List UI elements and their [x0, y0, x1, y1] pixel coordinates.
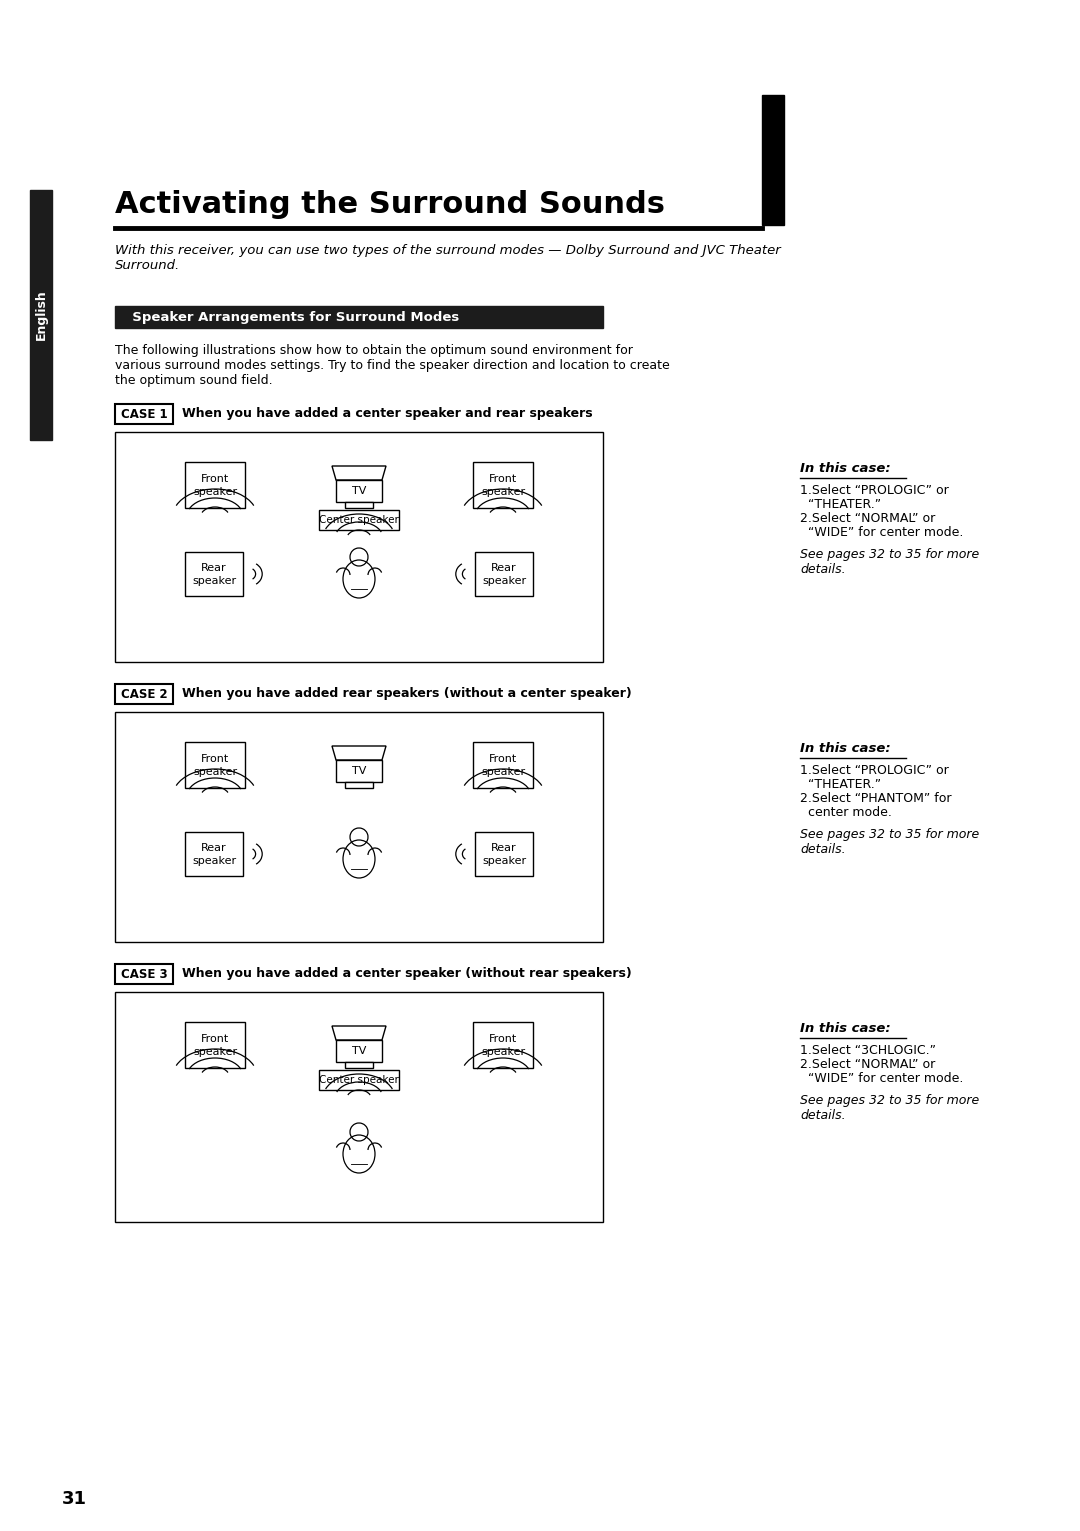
Text: See pages 32 to 35 for more
details.: See pages 32 to 35 for more details.: [800, 828, 980, 856]
Text: Rear: Rear: [491, 844, 517, 853]
Bar: [473, 1023, 534, 1069]
Text: 31: 31: [62, 1490, 87, 1508]
Text: Activating the Surround Sounds: Activating the Surround Sounds: [114, 190, 665, 219]
Bar: [114, 965, 173, 984]
Text: Front: Front: [489, 1033, 517, 1044]
Text: When you have added a center speaker (without rear speakers): When you have added a center speaker (wi…: [183, 968, 632, 980]
Bar: [114, 684, 173, 704]
Text: Front: Front: [201, 1033, 229, 1044]
Bar: [336, 481, 382, 502]
Polygon shape: [332, 1026, 386, 1040]
Text: Front: Front: [201, 753, 229, 764]
Text: 2.Select “PHANTOM” for: 2.Select “PHANTOM” for: [800, 792, 951, 805]
Bar: [319, 1070, 399, 1090]
Text: When you have added rear speakers (without a center speaker): When you have added rear speakers (witho…: [183, 687, 632, 701]
Bar: [473, 743, 534, 788]
Bar: [319, 510, 399, 530]
Bar: [336, 759, 382, 782]
Bar: [114, 432, 603, 661]
Text: English: English: [35, 289, 48, 340]
Bar: [345, 1063, 373, 1069]
Text: speaker: speaker: [482, 576, 526, 586]
Text: 1.Select “PROLOGIC” or: 1.Select “PROLOGIC” or: [800, 764, 948, 778]
Text: speaker: speaker: [193, 767, 238, 778]
Text: center mode.: center mode.: [800, 805, 892, 819]
Bar: [114, 404, 173, 424]
Bar: [185, 462, 245, 508]
Text: speaker: speaker: [193, 487, 238, 498]
Text: In this case:: In this case:: [800, 1023, 891, 1035]
Bar: [336, 1040, 382, 1063]
Text: 1.Select “PROLOGIC” or: 1.Select “PROLOGIC” or: [800, 484, 948, 498]
Text: CASE 2: CASE 2: [121, 687, 167, 701]
Bar: [114, 992, 603, 1222]
Text: speaker: speaker: [482, 856, 526, 867]
Text: 2.Select “NORMAL” or: 2.Select “NORMAL” or: [800, 1058, 935, 1072]
Bar: [345, 502, 373, 508]
Text: Rear: Rear: [201, 563, 227, 573]
Text: speaker: speaker: [481, 487, 525, 498]
Text: Front: Front: [201, 475, 229, 484]
Text: speaker: speaker: [192, 576, 237, 586]
Text: Center speaker: Center speaker: [319, 514, 399, 525]
Text: Front: Front: [489, 475, 517, 484]
Bar: [762, 95, 784, 225]
Text: When you have added a center speaker and rear speakers: When you have added a center speaker and…: [183, 407, 593, 421]
Text: TV: TV: [352, 485, 366, 496]
Text: speaker: speaker: [193, 1047, 238, 1056]
Text: Front: Front: [489, 753, 517, 764]
Text: The following illustrations show how to obtain the optimum sound environment for: The following illustrations show how to …: [114, 344, 670, 387]
Polygon shape: [332, 746, 386, 759]
Text: See pages 32 to 35 for more
details.: See pages 32 to 35 for more details.: [800, 548, 980, 576]
Text: speaker: speaker: [481, 767, 525, 778]
Bar: [473, 462, 534, 508]
Bar: [185, 743, 245, 788]
Text: In this case:: In this case:: [800, 462, 891, 475]
Text: CASE 3: CASE 3: [121, 968, 167, 980]
Text: 1.Select “3CHLOGIC.”: 1.Select “3CHLOGIC.”: [800, 1044, 936, 1056]
Text: “WIDE” for center mode.: “WIDE” for center mode.: [800, 527, 963, 539]
Bar: [475, 831, 534, 876]
Bar: [114, 712, 603, 942]
Bar: [185, 553, 243, 596]
Text: See pages 32 to 35 for more
details.: See pages 32 to 35 for more details.: [800, 1095, 980, 1122]
Text: TV: TV: [352, 1046, 366, 1056]
Text: Rear: Rear: [491, 563, 517, 573]
Polygon shape: [332, 465, 386, 481]
Text: Speaker Arrangements for Surround Modes: Speaker Arrangements for Surround Modes: [123, 311, 459, 323]
Text: “THEATER.”: “THEATER.”: [800, 778, 881, 792]
Bar: [185, 1023, 245, 1069]
Text: With this receiver, you can use two types of the surround modes — Dolby Surround: With this receiver, you can use two type…: [114, 243, 781, 273]
Bar: [114, 306, 603, 328]
Text: TV: TV: [352, 766, 366, 776]
Bar: [475, 553, 534, 596]
Text: Rear: Rear: [201, 844, 227, 853]
Text: speaker: speaker: [192, 856, 237, 867]
Text: 2.Select “NORMAL” or: 2.Select “NORMAL” or: [800, 511, 935, 525]
Bar: [185, 831, 243, 876]
Text: speaker: speaker: [481, 1047, 525, 1056]
Bar: [345, 782, 373, 788]
Text: “THEATER.”: “THEATER.”: [800, 498, 881, 511]
Text: Center speaker: Center speaker: [319, 1075, 399, 1085]
Text: CASE 1: CASE 1: [121, 407, 167, 421]
Bar: [30, 190, 52, 439]
Text: In this case:: In this case:: [800, 743, 891, 755]
Text: “WIDE” for center mode.: “WIDE” for center mode.: [800, 1072, 963, 1085]
